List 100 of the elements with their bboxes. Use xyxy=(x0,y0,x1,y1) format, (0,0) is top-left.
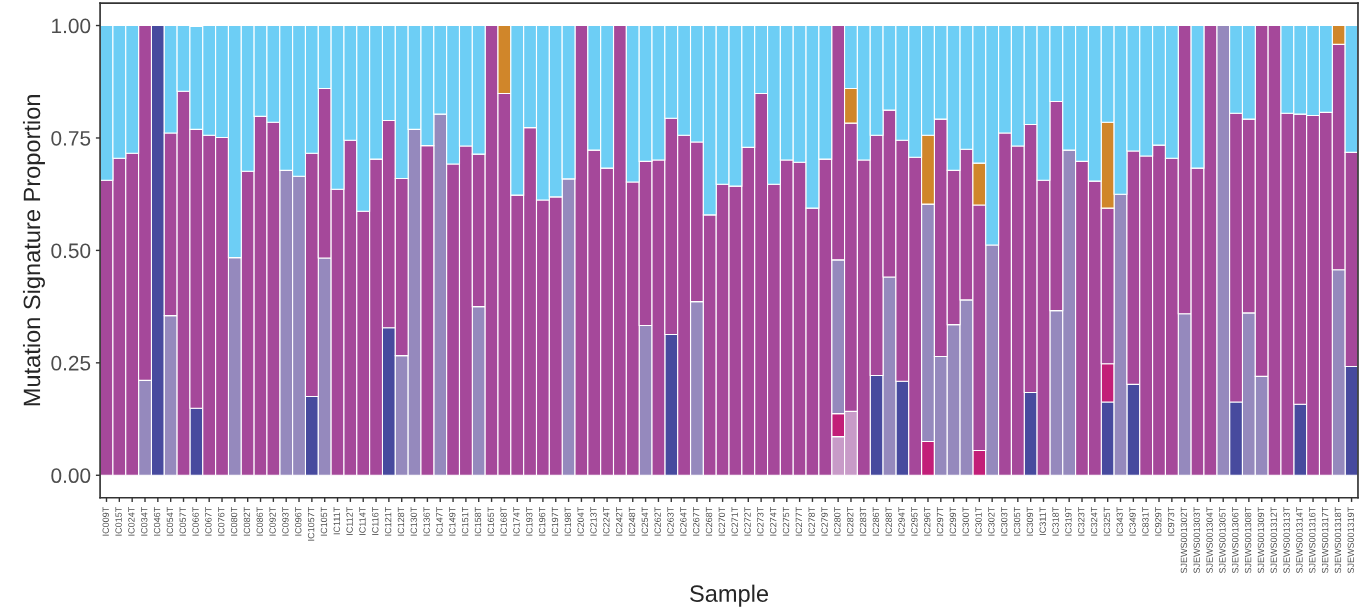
x-tick-label: IC096T xyxy=(295,506,302,536)
x-tick-label: IC121T xyxy=(384,506,392,536)
x-tick-label: IC295T xyxy=(911,506,918,536)
x-axis-title: Sample xyxy=(690,584,769,607)
x-tick-label: SJEWS001308T xyxy=(1244,506,1252,574)
x-tick-label: IC274T xyxy=(769,506,777,536)
x-tick-label: IC263T xyxy=(667,506,674,536)
x-tick-label: IC273T xyxy=(757,506,764,536)
x-tick-label: IC318T xyxy=(1052,506,1059,536)
x-tick-label: IC294T xyxy=(898,506,905,536)
x-tick-label: IC130T xyxy=(410,506,417,536)
x-tick-label: IC197T xyxy=(551,506,559,536)
x-tick-label: IC254T xyxy=(641,506,649,536)
x-tick-label: IC301T xyxy=(975,506,982,536)
x-tick-label: SJEWS001303T xyxy=(1193,506,1200,574)
x-tick-label: IC305T xyxy=(1013,506,1021,536)
x-tick-label: IC349T xyxy=(1129,506,1136,536)
y-tick-label: 0.50 xyxy=(51,243,91,259)
x-tick-label: IC270T xyxy=(718,506,726,536)
y-tick-label: 1.00 xyxy=(52,18,91,34)
x-tick-label: IC076T xyxy=(218,506,225,536)
x-tick-label: SJEWS001318T xyxy=(1334,506,1342,574)
x-tick-label: IC024T xyxy=(128,506,135,536)
x-tick-label: IC296T xyxy=(924,506,931,536)
x-tick-label: IC105T xyxy=(320,506,328,536)
x-tick-label: SJEWS001313T xyxy=(1283,506,1290,574)
x-tick-label: IC278T xyxy=(808,506,815,536)
x-tick-label: IC198T xyxy=(564,506,572,536)
x-tick-label: IC319T xyxy=(1065,506,1072,536)
x-tick-label: IC297T xyxy=(936,506,944,536)
x-tick-label: IC831T xyxy=(1142,506,1149,536)
x-tick-label: SJEWS001309T xyxy=(1257,506,1265,574)
x-tick-label: IC112T xyxy=(346,506,353,535)
x-tick-label: IC057T xyxy=(179,506,186,536)
x-tick-label: IC286T xyxy=(872,506,880,536)
x-tick-label: IC280T xyxy=(834,506,841,536)
x-tick-label: IC268T xyxy=(705,506,713,536)
x-tick-label: IC275T xyxy=(782,506,790,536)
x-tick-label: IC224T xyxy=(603,506,610,536)
x-tick-label: IC288T xyxy=(885,506,892,536)
x-tick-label: IC093T xyxy=(282,506,289,536)
x-tick-label: IC309T xyxy=(1026,506,1034,536)
x-tick-label: SJEWS001304T xyxy=(1206,506,1213,574)
x-tick-label: IC277T xyxy=(795,506,803,536)
x-tick-label: IC279T xyxy=(821,506,828,536)
x-tick-label: IC213T xyxy=(590,506,597,536)
x-tick-label: IC299T xyxy=(949,506,957,536)
x-tick-label: IC111T xyxy=(333,506,340,535)
x-tick-label: IC116T xyxy=(372,506,379,535)
x-tick-label: IC015T xyxy=(115,506,122,536)
x-tick-label: IC046T xyxy=(153,506,161,536)
x-tick-label: IC151T xyxy=(461,506,469,536)
x-tick-label: IC114T xyxy=(359,506,366,535)
x-tick-label: IC248T xyxy=(628,506,636,536)
x-tick-label: IC929T xyxy=(1155,506,1162,536)
x-tick-label: IC262T xyxy=(654,506,661,536)
x-tick-label: IC158T xyxy=(474,506,482,536)
x-tick-label: IC242T xyxy=(615,506,623,536)
x-tick-label: IC283T xyxy=(859,506,867,536)
x-tick-label: IC165T xyxy=(487,506,494,536)
x-tick-label: IC196T xyxy=(538,506,546,536)
x-tick-label: IC343T xyxy=(1116,506,1123,536)
x-tick-label: IC174T xyxy=(513,506,520,536)
x-tick-label: IC149T xyxy=(449,506,456,536)
x-tick-label: IC168T xyxy=(500,506,507,536)
x-tick-label: IC054T xyxy=(166,506,174,536)
x-tick-label: IC324T xyxy=(1090,506,1098,536)
x-tick-label: IC323T xyxy=(1078,506,1085,536)
x-tick-label: SJEWS001317T xyxy=(1321,506,1329,574)
x-tick-label: SJEWS001319T xyxy=(1347,506,1354,574)
x-tick-label: IC302T xyxy=(988,506,995,536)
x-tick-label: IC303T xyxy=(1001,506,1008,536)
x-tick-label: IC267T xyxy=(692,506,700,536)
x-tick-label: IC300T xyxy=(962,506,969,536)
x-tick-label: IC086T xyxy=(256,506,263,536)
x-tick-label: IC009T xyxy=(102,506,109,536)
x-tick-label: IC271T xyxy=(731,506,738,536)
x-tick-label: IC136T xyxy=(423,506,430,536)
x-tick-label: IC264T xyxy=(680,506,687,536)
x-tick-label: IC082T xyxy=(243,506,251,536)
x-tick-label: SJEWS001314T xyxy=(1296,506,1303,574)
x-tick-label: IC034T xyxy=(141,506,148,536)
x-tick-label: IC973T xyxy=(1167,506,1175,536)
x-tick-label: IC080T xyxy=(230,506,238,536)
x-tick-label: SJEWS001306T xyxy=(1232,506,1239,574)
x-tick-label: SJEWS001305T xyxy=(1219,506,1226,574)
y-tick-label: 0.00 xyxy=(51,468,91,484)
x-tick-label: IC282T xyxy=(847,506,854,536)
x-tick-label: IC128T xyxy=(397,506,405,536)
x-tick-label: IC325T xyxy=(1103,506,1111,536)
x-tick-label: SJEWS001302T xyxy=(1180,506,1188,574)
y-tick-label: 0.75 xyxy=(51,130,91,146)
x-tick-label: IC272T xyxy=(744,506,751,536)
y-axis-title: Mutation Signature Proportion xyxy=(22,95,45,406)
x-tick-label: IC1057T xyxy=(307,506,315,541)
x-tick-label: IC066T xyxy=(192,506,199,536)
x-tick-label: SJEWS001316T xyxy=(1309,506,1316,574)
x-tick-label: IC147T xyxy=(436,506,443,536)
x-tick-label: SJEWS001312T xyxy=(1270,506,1277,574)
x-tick-label: IC311T xyxy=(1039,506,1046,535)
